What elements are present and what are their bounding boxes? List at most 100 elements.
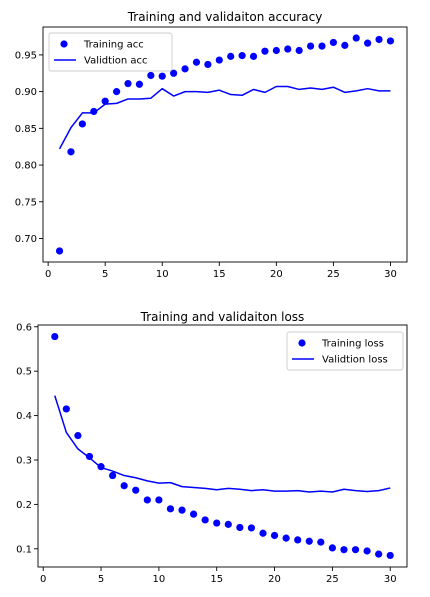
data-point-training-loss	[109, 471, 117, 480]
data-point-training-acc	[67, 148, 75, 156]
x-tick-label: 15	[213, 269, 226, 280]
data-point-training-acc	[295, 46, 303, 55]
data-point-training-acc	[329, 38, 337, 47]
data-point-training-acc	[318, 42, 326, 50]
data-point-training-loss	[120, 482, 128, 490]
data-point-training-loss	[166, 505, 175, 513]
data-point-training-loss	[247, 524, 256, 532]
y-tick-label: 0.2	[16, 500, 32, 511]
data-point-training-acc	[135, 80, 144, 88]
y-tick-label: 0.5	[16, 367, 32, 378]
legend-box	[286, 331, 404, 371]
y-tick-label: 0.90	[15, 87, 37, 98]
data-point-training-loss	[294, 536, 302, 544]
y-tick-label: 0.95	[15, 50, 37, 61]
x-tick-label: 20	[270, 269, 283, 280]
axes-frame	[37, 324, 408, 568]
legend-label: Training loss	[321, 339, 384, 350]
data-point-training-loss	[201, 516, 209, 524]
data-point-training-acc	[215, 56, 223, 64]
data-point-training-loss	[213, 519, 221, 527]
accuracy-chart: Training and validaiton accuracy 0 5 10 15 20…	[15, 10, 408, 280]
data-point-training-acc	[364, 39, 372, 47]
loss-chart: Training and validaiton loss 0 5 10 15 20 25 30…	[16, 310, 408, 585]
legend-marker-icon	[298, 339, 306, 347]
legend: Training loss Validtion loss	[286, 331, 404, 371]
legend-box	[48, 32, 173, 72]
x-tick-label: 5	[98, 574, 104, 585]
data-point-training-loss	[317, 538, 325, 546]
data-point-training-acc	[181, 65, 189, 73]
data-point-training-loss	[51, 332, 59, 341]
data-point-training-loss	[85, 452, 94, 461]
data-point-training-loss	[363, 547, 371, 555]
data-point-training-loss	[62, 405, 70, 413]
data-point-training-loss	[224, 520, 232, 528]
x-tick-label: 20	[268, 574, 281, 585]
data-point-training-acc	[78, 120, 86, 128]
data-point-training-loss	[155, 496, 163, 504]
data-point-training-acc	[204, 60, 212, 69]
data-point-training-acc	[341, 41, 349, 49]
data-point-training-loss	[143, 496, 151, 504]
x-tick-label: 5	[102, 269, 108, 280]
y-tick-label: 0.4	[16, 411, 32, 422]
data-point-training-loss	[259, 529, 267, 537]
data-point-training-loss	[270, 531, 279, 540]
y-tick-label: 0.3	[16, 455, 32, 466]
x-tick-label: 10	[153, 574, 166, 585]
y-tick-label: 0.70	[15, 234, 37, 245]
data-point-training-loss	[351, 546, 360, 554]
data-point-training-acc	[192, 58, 201, 66]
x-tick-label: 0	[40, 574, 46, 585]
x-tick-label: 30	[384, 269, 397, 280]
data-point-training-loss	[340, 546, 348, 554]
axes-frame	[42, 26, 408, 263]
data-point-training-acc	[249, 52, 258, 60]
data-point-training-acc	[272, 46, 280, 55]
chart-title: Training and validaiton accuracy	[127, 10, 323, 24]
x-tick-label: 0	[45, 269, 51, 280]
data-point-training-acc	[352, 34, 360, 42]
legend-marker-icon	[60, 40, 68, 48]
x-tick-label: 30	[384, 574, 397, 585]
data-point-training-acc	[101, 97, 109, 105]
legend-label: Validtion acc	[84, 56, 148, 67]
data-point-training-loss	[305, 537, 313, 545]
series-line-validtion-acc	[58, 85, 391, 150]
data-point-training-acc	[238, 52, 246, 60]
data-point-training-loss	[328, 544, 336, 552]
legend: Training acc Validtion acc	[48, 32, 173, 72]
chart-title: Training and validaiton loss	[140, 310, 305, 324]
data-point-training-loss	[132, 486, 140, 494]
x-tick-label: 15	[210, 574, 223, 585]
data-point-training-acc	[170, 69, 178, 77]
data-point-training-loss	[236, 523, 244, 532]
data-point-training-acc	[124, 79, 132, 88]
y-tick-label: 0.75	[15, 197, 37, 208]
data-point-training-acc	[306, 42, 315, 50]
x-tick-label: 25	[327, 269, 340, 280]
legend-label: Validtion loss	[322, 355, 388, 366]
data-point-training-loss	[386, 551, 394, 560]
data-point-training-acc	[113, 88, 121, 96]
data-point-training-acc	[55, 247, 64, 255]
data-point-training-loss	[97, 463, 105, 471]
x-tick-label: 25	[326, 574, 339, 585]
data-point-training-loss	[375, 550, 383, 558]
data-point-training-acc	[386, 37, 395, 45]
data-point-training-loss	[282, 534, 290, 542]
data-point-training-acc	[90, 107, 98, 116]
data-point-training-loss	[178, 506, 186, 514]
legend-label: Training acc	[83, 40, 144, 51]
data-point-training-acc	[284, 45, 292, 53]
y-tick-label: 0.6	[16, 322, 32, 333]
data-point-training-acc	[227, 52, 235, 60]
data-point-training-loss	[74, 431, 82, 440]
data-point-training-acc	[147, 71, 155, 80]
y-tick-label: 0.85	[15, 124, 37, 135]
y-tick-label: 0.1	[16, 544, 32, 555]
y-tick-label: 0.80	[15, 161, 37, 172]
x-tick-label: 10	[156, 269, 169, 280]
